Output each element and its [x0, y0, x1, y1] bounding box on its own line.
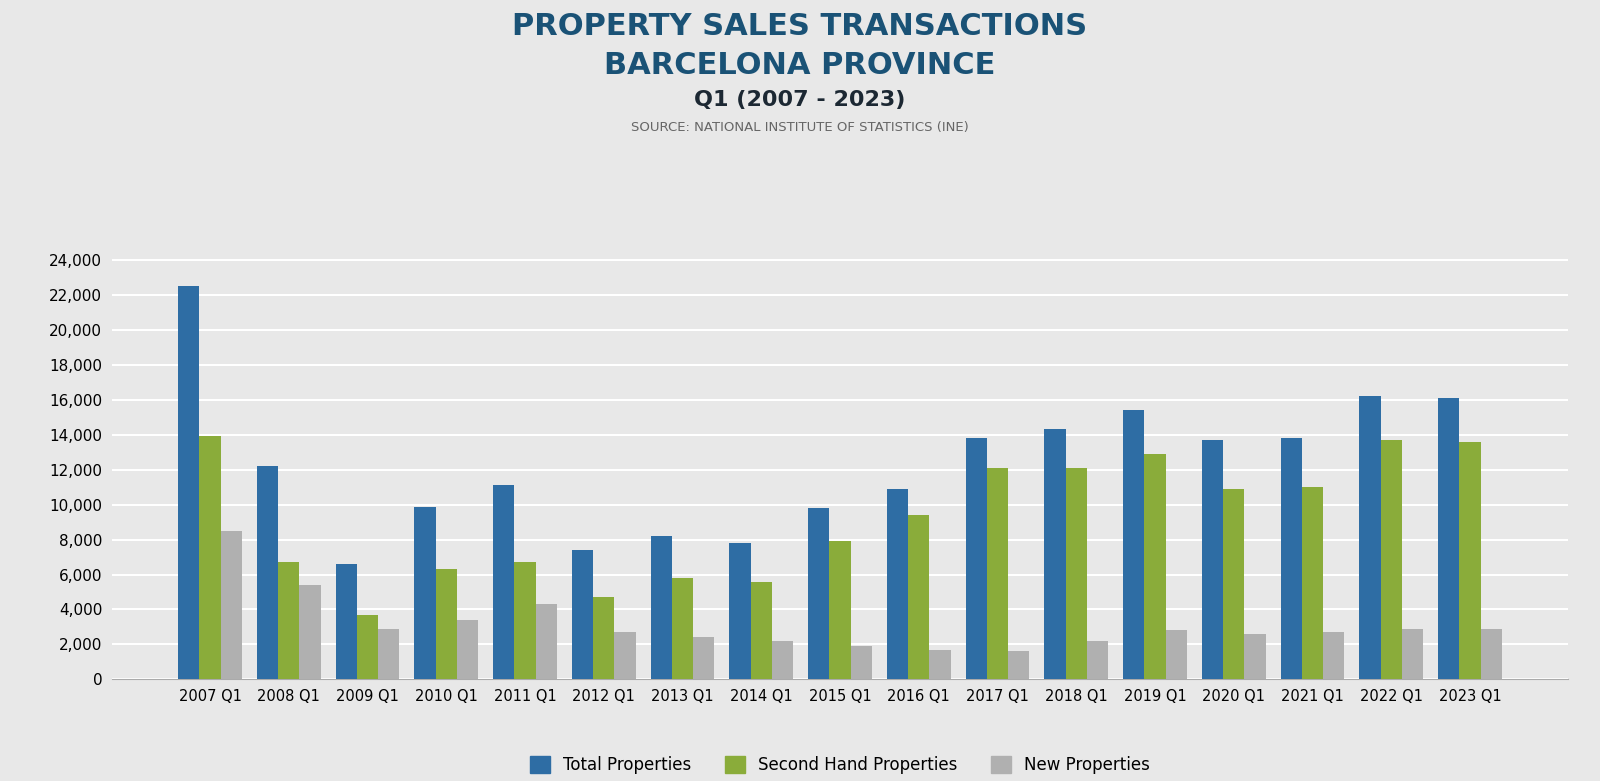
Legend: Total Properties, Second Hand Properties, New Properties: Total Properties, Second Hand Properties…	[523, 749, 1157, 780]
Bar	[1245, 634, 1266, 679]
Bar	[458, 620, 478, 679]
Bar	[771, 641, 794, 679]
Bar	[1302, 487, 1323, 679]
Bar	[414, 507, 435, 679]
Bar	[1480, 629, 1502, 679]
Bar	[493, 485, 515, 679]
Bar	[851, 646, 872, 679]
Bar	[178, 286, 200, 679]
Bar	[299, 585, 320, 679]
Bar	[1086, 641, 1109, 679]
Bar	[886, 489, 909, 679]
Bar	[730, 543, 750, 679]
Bar	[909, 515, 930, 679]
Bar	[1438, 398, 1459, 679]
Bar	[336, 564, 357, 679]
Bar	[930, 650, 950, 679]
Bar	[1123, 410, 1144, 679]
Text: SOURCE: NATIONAL INSTITUTE OF STATISTICS (INE): SOURCE: NATIONAL INSTITUTE OF STATISTICS…	[630, 121, 970, 134]
Text: Q1 (2007 - 2023): Q1 (2007 - 2023)	[694, 90, 906, 110]
Bar	[357, 615, 378, 679]
Bar	[594, 597, 614, 679]
Bar	[1459, 441, 1480, 679]
Bar	[1008, 651, 1029, 679]
Bar	[614, 633, 635, 679]
Bar	[1381, 440, 1402, 679]
Bar	[1280, 438, 1302, 679]
Bar	[435, 569, 458, 679]
Bar	[200, 437, 221, 679]
Bar	[1360, 396, 1381, 679]
Bar	[1165, 630, 1187, 679]
Bar	[1222, 489, 1245, 679]
Text: PROPERTY SALES TRANSACTIONS: PROPERTY SALES TRANSACTIONS	[512, 12, 1088, 41]
Bar	[258, 466, 278, 679]
Bar	[571, 550, 594, 679]
Bar	[965, 438, 987, 679]
Bar	[829, 541, 851, 679]
Bar	[750, 582, 771, 679]
Bar	[1144, 454, 1165, 679]
Bar	[1066, 468, 1086, 679]
Bar	[1202, 440, 1222, 679]
Bar	[515, 562, 536, 679]
Text: BARCELONA PROVINCE: BARCELONA PROVINCE	[605, 51, 995, 80]
Bar	[987, 468, 1008, 679]
Bar	[672, 578, 693, 679]
Bar	[651, 536, 672, 679]
Bar	[1045, 430, 1066, 679]
Bar	[693, 637, 715, 679]
Bar	[1402, 629, 1422, 679]
Bar	[536, 604, 557, 679]
Bar	[808, 508, 829, 679]
Bar	[1323, 633, 1344, 679]
Bar	[278, 562, 299, 679]
Bar	[378, 629, 400, 679]
Bar	[221, 531, 242, 679]
